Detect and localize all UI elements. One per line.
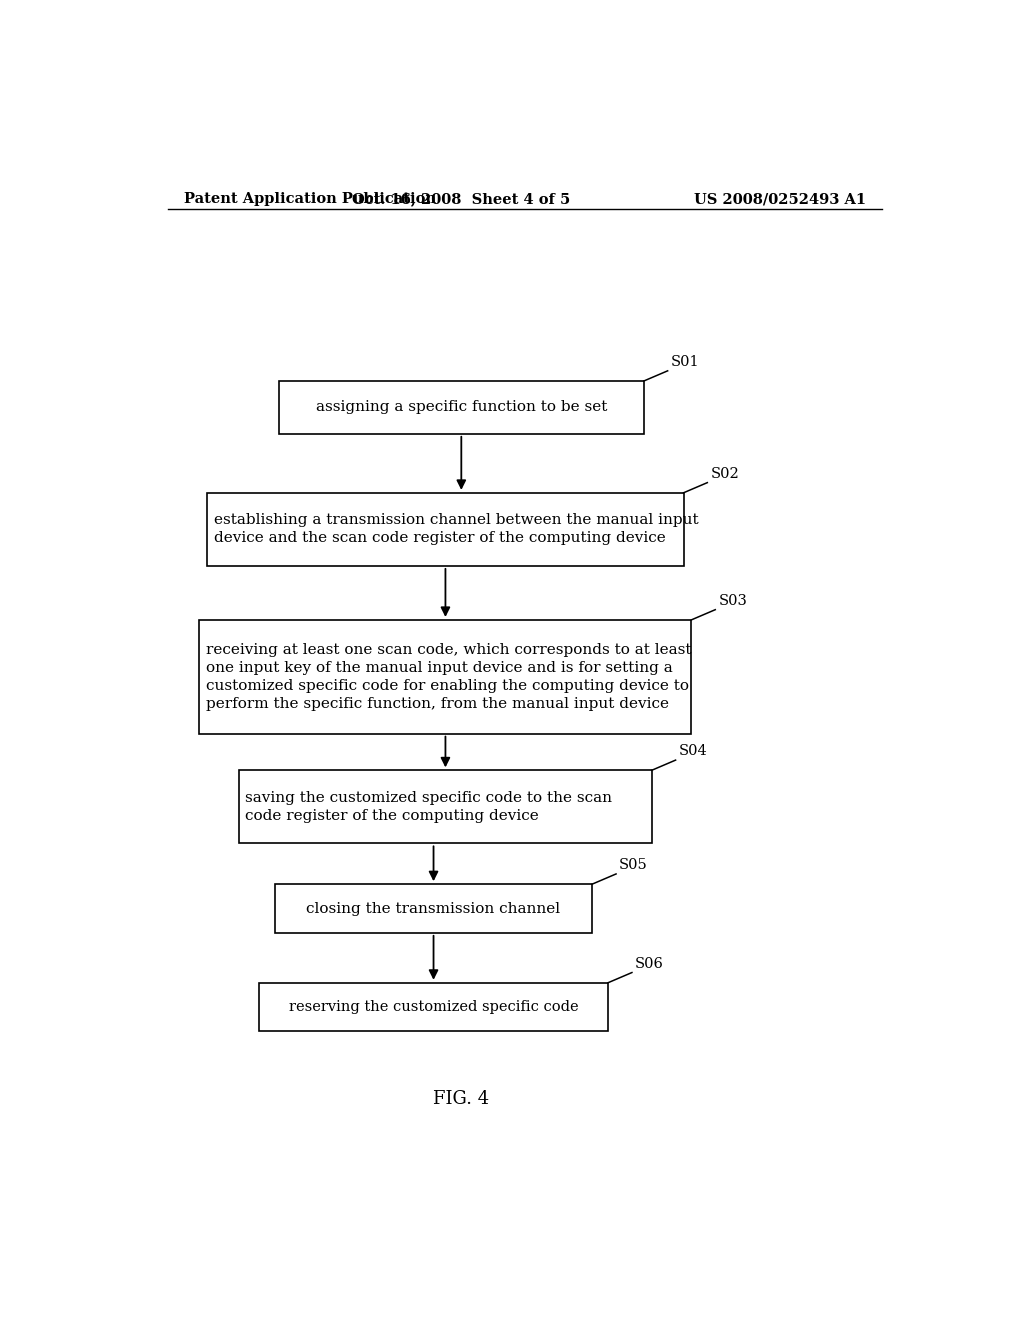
FancyBboxPatch shape	[279, 381, 644, 434]
Text: saving the customized specific code to the scan
code register of the computing d: saving the customized specific code to t…	[246, 791, 612, 822]
Text: Patent Application Publication: Patent Application Publication	[183, 191, 435, 206]
FancyBboxPatch shape	[240, 771, 652, 843]
Text: receiving at least one scan code, which corresponds to at least
one input key of: receiving at least one scan code, which …	[206, 643, 691, 710]
Text: S02: S02	[711, 466, 739, 480]
Text: S05: S05	[620, 858, 648, 873]
FancyBboxPatch shape	[200, 620, 691, 734]
Text: assigning a specific function to be set: assigning a specific function to be set	[315, 400, 607, 414]
Text: reserving the customized specific code: reserving the customized specific code	[289, 1001, 579, 1014]
Text: Oct. 16, 2008  Sheet 4 of 5: Oct. 16, 2008 Sheet 4 of 5	[352, 191, 570, 206]
Text: closing the transmission channel: closing the transmission channel	[306, 902, 560, 916]
FancyBboxPatch shape	[274, 884, 592, 933]
Text: establishing a transmission channel between the manual input
device and the scan: establishing a transmission channel betw…	[214, 513, 698, 545]
Text: S03: S03	[719, 594, 748, 607]
FancyBboxPatch shape	[259, 982, 608, 1031]
Text: FIG. 4: FIG. 4	[433, 1089, 489, 1107]
Text: S04: S04	[679, 744, 708, 758]
Text: S06: S06	[635, 957, 664, 970]
FancyBboxPatch shape	[207, 492, 684, 566]
Text: US 2008/0252493 A1: US 2008/0252493 A1	[694, 191, 866, 206]
Text: S01: S01	[671, 355, 699, 368]
